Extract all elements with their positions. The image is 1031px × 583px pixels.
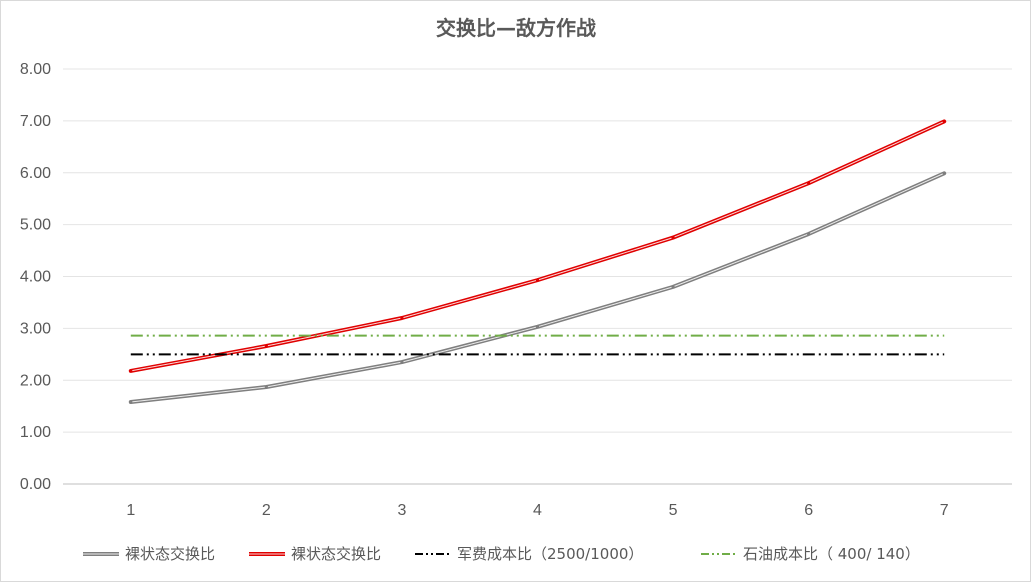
chart-title: 交换比—敌方作战	[436, 16, 596, 40]
legend-item: 军费成本比（2500/1000）	[415, 545, 643, 563]
data-point	[400, 316, 404, 320]
data-point	[264, 385, 268, 389]
y-tick-label: 7.00	[20, 113, 51, 130]
x-tick-label: 1	[126, 502, 135, 519]
data-point	[942, 171, 946, 175]
data-point	[264, 344, 268, 348]
y-tick-label: 5.00	[20, 217, 51, 234]
data-point	[129, 369, 133, 373]
y-axis-tick-labels: 0.00 1.00 2.00 3.00 4.00 5.00 6.00 7.00 8.00	[20, 61, 51, 493]
gridlines	[63, 68, 1012, 485]
x-tick-label: 2	[262, 502, 271, 519]
x-tick-label: 4	[533, 502, 542, 519]
data-point	[671, 285, 675, 289]
y-tick-label: 4.00	[20, 269, 51, 286]
series-line	[128, 171, 947, 405]
y-tick-label: 3.00	[20, 320, 51, 337]
data-point	[942, 119, 946, 123]
y-tick-label: 0.00	[20, 476, 51, 493]
x-tick-label: 7	[940, 502, 949, 519]
data-point	[400, 360, 404, 364]
legend-item: 裸状态交换比	[249, 545, 381, 563]
legend: 裸状态交换比 裸状态交换比 军费成本比（2500/1000） 石油成本比（ 400/ …	[83, 545, 920, 563]
series-line-inner	[130, 120, 945, 372]
series-1	[128, 171, 947, 405]
legend-label: 军费成本比（2500/1000）	[457, 545, 643, 563]
legend-label: 裸状态交换比	[291, 545, 381, 563]
x-tick-label: 6	[804, 502, 813, 519]
data-point	[535, 325, 540, 329]
data-point	[129, 400, 133, 404]
series-lines	[128, 119, 947, 405]
legend-label: 裸状态交换比	[125, 545, 215, 563]
series-2	[128, 119, 947, 373]
series-line-inner	[130, 172, 945, 403]
legend-label: 石油成本比（ 400/ 140）	[743, 545, 920, 563]
legend-item: 裸状态交换比	[83, 545, 215, 563]
y-tick-label: 2.00	[20, 372, 51, 389]
data-point	[807, 232, 811, 236]
x-axis-tick-labels: 1 2 3 4 5 6 7	[126, 502, 948, 519]
data-point	[671, 235, 675, 240]
x-tick-label: 5	[669, 502, 678, 519]
x-tick-label: 3	[397, 502, 406, 519]
y-tick-label: 1.00	[20, 424, 51, 441]
y-tick-label: 8.00	[20, 61, 51, 78]
legend-item: 石油成本比（ 400/ 140）	[701, 545, 920, 563]
data-point	[807, 181, 811, 185]
y-tick-label: 6.00	[20, 165, 51, 182]
series-line	[128, 119, 947, 373]
data-point	[535, 278, 540, 282]
